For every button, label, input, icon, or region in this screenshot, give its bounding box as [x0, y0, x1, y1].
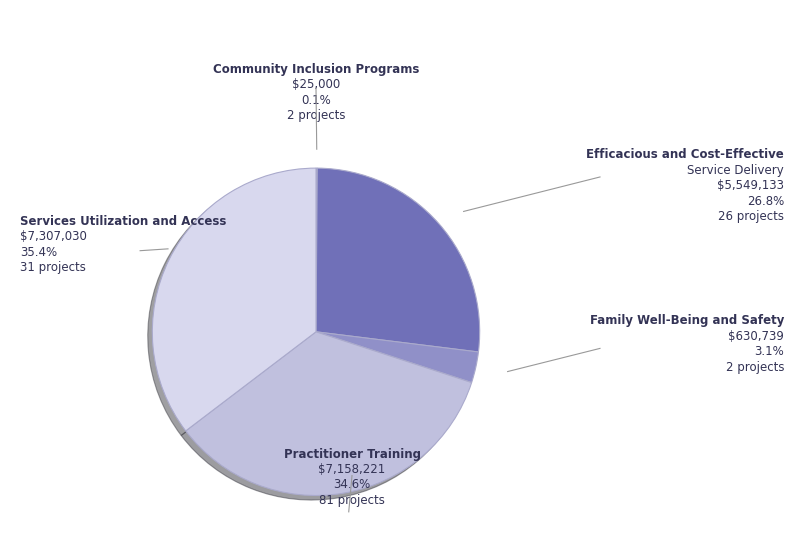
Text: 34.6%: 34.6%	[334, 478, 370, 492]
Text: Practitioner Training: Practitioner Training	[283, 447, 421, 461]
Text: $5,549,133: $5,549,133	[717, 179, 784, 192]
Wedge shape	[316, 168, 318, 332]
Text: $630,739: $630,739	[728, 330, 784, 343]
Text: $7,158,221: $7,158,221	[318, 463, 386, 476]
Wedge shape	[316, 168, 480, 352]
Text: Family Well-Being and Safety: Family Well-Being and Safety	[590, 314, 784, 327]
Text: 3.1%: 3.1%	[754, 345, 784, 358]
Text: 35.4%: 35.4%	[20, 246, 57, 259]
Text: Efficacious and Cost-Effective: Efficacious and Cost-Effective	[586, 148, 784, 161]
Text: 26 projects: 26 projects	[718, 210, 784, 223]
Text: Community Inclusion Programs: Community Inclusion Programs	[213, 62, 419, 76]
Text: 2 projects: 2 projects	[286, 109, 346, 122]
Text: $7,307,030: $7,307,030	[20, 230, 87, 243]
Text: Question 5: Services and Supports: Question 5: Services and Supports	[210, 51, 590, 70]
Wedge shape	[316, 332, 478, 383]
Text: 0.1%: 0.1%	[301, 93, 331, 107]
Text: Funding by Subcategory: Funding by Subcategory	[307, 85, 493, 100]
Text: Service Delivery: Service Delivery	[687, 164, 784, 177]
Wedge shape	[186, 332, 472, 495]
Text: $25,000: $25,000	[292, 78, 340, 91]
Wedge shape	[152, 168, 316, 431]
Text: Services Utilization and Access: Services Utilization and Access	[20, 215, 226, 228]
Text: 31 projects: 31 projects	[20, 261, 86, 274]
Text: 26.8%: 26.8%	[746, 195, 784, 208]
Text: 81 projects: 81 projects	[319, 494, 385, 507]
Text: 2 projects: 2 projects	[726, 361, 784, 374]
Text: 2019: 2019	[373, 23, 427, 43]
